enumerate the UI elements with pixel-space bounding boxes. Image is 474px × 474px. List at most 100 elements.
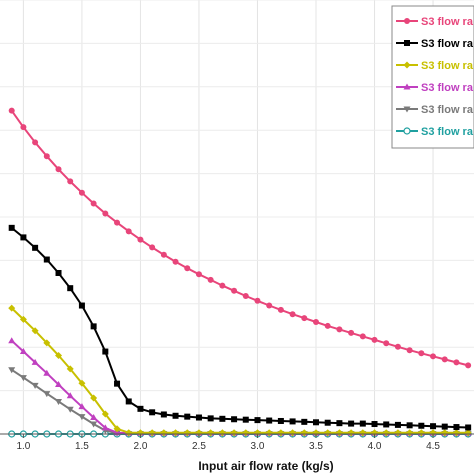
- series-1-point: [418, 350, 425, 357]
- series-1-point: [125, 228, 132, 235]
- series-3-point: [19, 315, 27, 323]
- x-tick-label: 1.0: [16, 441, 30, 452]
- series-2-point: [207, 415, 214, 422]
- series-2-point: [172, 412, 179, 419]
- series-2-point: [418, 422, 425, 429]
- series-1-point: [465, 362, 472, 369]
- legend-label: S3 flow ra: [421, 104, 474, 116]
- series-1-point: [43, 153, 50, 160]
- series-2-point: [348, 420, 355, 427]
- series-1-point: [277, 306, 284, 313]
- legend-swatch-marker: [403, 61, 411, 69]
- series-1-point: [8, 107, 15, 114]
- series-1-point: [359, 333, 366, 340]
- series-4-point: [31, 358, 39, 365]
- series-2-point: [289, 418, 296, 425]
- series-2-point: [266, 417, 273, 424]
- series-1-point: [160, 251, 167, 258]
- x-ticks: 1.0 1.5 2.0 2.5 3.0 3.5 4.0 4.5: [16, 434, 440, 452]
- series-1-point: [67, 178, 74, 185]
- series-1-point: [406, 347, 413, 354]
- series-2-point: [20, 234, 27, 241]
- legend-label: S3 flow ra: [421, 82, 474, 94]
- series-5-point: [31, 382, 39, 389]
- series-5-point: [66, 406, 74, 413]
- series-2-point: [406, 422, 413, 429]
- series-4-point: [78, 403, 86, 410]
- legend-item: S3 flow ra: [396, 104, 474, 116]
- series-1-point: [242, 292, 249, 299]
- series-5-point: [78, 414, 86, 421]
- x-tick-label: 3.5: [309, 441, 323, 452]
- series-1-point: [137, 236, 144, 243]
- series-1-point: [254, 297, 261, 304]
- series-1-point: [383, 340, 390, 347]
- series-2-point: [254, 417, 261, 424]
- series-4-point: [66, 392, 74, 399]
- series-2-point: [32, 244, 39, 251]
- x-tick-label: 2.5: [192, 441, 206, 452]
- series-3-point: [66, 365, 74, 373]
- series-4-point: [19, 348, 27, 355]
- series-2-point: [67, 285, 74, 292]
- series-3-point: [101, 410, 109, 418]
- series-2-point: [430, 423, 437, 430]
- series-2-point: [137, 405, 144, 412]
- series-3-line: [11, 307, 469, 434]
- legend-swatch-marker: [403, 83, 411, 90]
- legend-item: S3 flow ra: [396, 16, 474, 28]
- series-4-point: [101, 424, 109, 431]
- series-1-point: [32, 139, 39, 146]
- series-3-point: [8, 304, 16, 312]
- series-1-point: [149, 244, 156, 251]
- series-2-point: [43, 256, 50, 263]
- series-1-point: [20, 124, 27, 131]
- x-axis-title: Input air flow rate (kg/s): [198, 459, 333, 473]
- legend-swatch-marker: [403, 106, 411, 113]
- series-4-point: [43, 369, 51, 376]
- series-4-point: [90, 414, 98, 421]
- series-5-point: [43, 391, 51, 398]
- series-2-point: [219, 415, 226, 422]
- x-tick-label: 4.0: [368, 441, 382, 452]
- series-4-point: [55, 381, 63, 388]
- series-1-point: [441, 356, 448, 363]
- series-1-point: [55, 166, 62, 173]
- legend-box: [391, 5, 474, 149]
- series-2-point: [324, 419, 331, 426]
- series-1-point: [336, 326, 343, 333]
- series-1-point: [207, 276, 214, 283]
- series-2-point: [336, 420, 343, 427]
- legend-item: S3 flow ra: [396, 126, 474, 138]
- series-2-point: [160, 411, 167, 418]
- series-1: [8, 107, 472, 369]
- series-1-point: [184, 265, 191, 272]
- series-1-point: [231, 287, 238, 294]
- series-1-point: [394, 343, 401, 350]
- legend-item: S3 flow ra: [396, 82, 474, 94]
- series-1-point: [219, 282, 226, 289]
- series-3-point: [55, 351, 63, 359]
- legend: S3 flow ra S3 flow ra S3 flow ra S3 flow ra…: [391, 5, 474, 149]
- series-2: [8, 224, 472, 431]
- x-tick-label: 2.0: [133, 441, 147, 452]
- series-2-point: [125, 398, 132, 405]
- series-2-point: [195, 414, 202, 421]
- legend-item: S3 flow ra: [396, 60, 474, 72]
- series-2-point: [394, 421, 401, 428]
- legend-label: S3 flow ra: [421, 16, 474, 28]
- series-5-point: [8, 367, 16, 374]
- series-2-point: [242, 416, 249, 423]
- series-2-point: [441, 423, 448, 430]
- legend-label: S3 flow ra: [421, 126, 474, 138]
- series-1-point: [266, 302, 273, 309]
- series-2-point: [301, 418, 308, 425]
- series-1-point: [430, 353, 437, 360]
- legend-swatch-marker: [404, 18, 410, 24]
- series-1-point: [114, 219, 121, 226]
- series-1-point: [90, 200, 97, 207]
- series-1-point: [102, 210, 109, 217]
- series-2-point: [465, 424, 472, 431]
- legend-item: S3 flow ra: [396, 38, 474, 50]
